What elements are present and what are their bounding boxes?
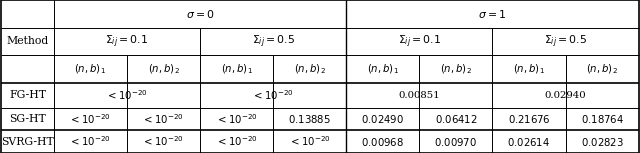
Text: $(n,b)_2$: $(n,b)_2$ <box>586 62 618 76</box>
Text: $0.06412$: $0.06412$ <box>435 113 477 125</box>
Text: SVRG-HT: SVRG-HT <box>1 136 54 147</box>
Text: $(n,b)_2$: $(n,b)_2$ <box>294 62 326 76</box>
Text: 0.02940: 0.02940 <box>545 91 586 100</box>
Text: $\Sigma_{ij} = 0.1$: $\Sigma_{ij} = 0.1$ <box>106 33 148 50</box>
Text: $0.00970$: $0.00970$ <box>435 136 477 147</box>
Text: $(n,b)_2$: $(n,b)_2$ <box>440 62 472 76</box>
Text: $0.02490$: $0.02490$ <box>361 113 404 125</box>
Text: $< 10^{-20}$: $< 10^{-20}$ <box>289 135 331 148</box>
Text: $(n,b)_1$: $(n,b)_1$ <box>221 62 253 76</box>
Text: $0.02823$: $0.02823$ <box>580 136 624 147</box>
Text: $< 10^{-20}$: $< 10^{-20}$ <box>69 112 111 126</box>
Text: $< 10^{-20}$: $< 10^{-20}$ <box>216 135 257 148</box>
Text: $(n,b)_2$: $(n,b)_2$ <box>147 62 179 76</box>
Text: $(n,b)_1$: $(n,b)_1$ <box>74 62 106 76</box>
Text: $< 10^{-20}$: $< 10^{-20}$ <box>106 88 148 102</box>
Text: $< 10^{-20}$: $< 10^{-20}$ <box>143 112 184 126</box>
Text: $(n,b)_1$: $(n,b)_1$ <box>513 62 545 76</box>
Text: $\Sigma_{ij} = 0.1$: $\Sigma_{ij} = 0.1$ <box>398 33 441 50</box>
Text: $0.13885$: $0.13885$ <box>288 113 331 125</box>
Text: Method: Method <box>6 36 49 46</box>
Text: $\Sigma_{ij} = 0.5$: $\Sigma_{ij} = 0.5$ <box>544 33 587 50</box>
Text: $< 10^{-20}$: $< 10^{-20}$ <box>216 112 257 126</box>
Text: $0.21676$: $0.21676$ <box>508 113 550 125</box>
Text: FG-HT: FG-HT <box>9 90 46 100</box>
Text: $0.18764$: $0.18764$ <box>580 113 624 125</box>
Text: $0.02614$: $0.02614$ <box>508 136 550 147</box>
Text: $\Sigma_{ij} = 0.5$: $\Sigma_{ij} = 0.5$ <box>252 33 294 50</box>
Text: $< 10^{-20}$: $< 10^{-20}$ <box>252 88 294 102</box>
Text: $0.00968$: $0.00968$ <box>361 136 404 147</box>
Text: $\sigma = 0$: $\sigma = 0$ <box>186 8 214 20</box>
Text: $(n,b)_1$: $(n,b)_1$ <box>367 62 399 76</box>
Text: 0.00851: 0.00851 <box>399 91 440 100</box>
Text: $< 10^{-20}$: $< 10^{-20}$ <box>143 135 184 148</box>
Text: SG-HT: SG-HT <box>9 114 46 124</box>
Text: $< 10^{-20}$: $< 10^{-20}$ <box>69 135 111 148</box>
Text: $\sigma = 1$: $\sigma = 1$ <box>479 8 506 20</box>
